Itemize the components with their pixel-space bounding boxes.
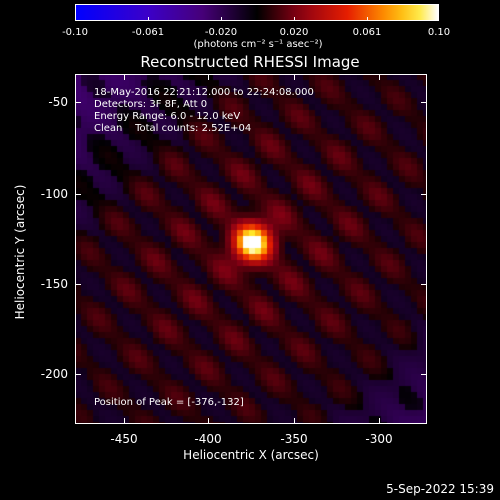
y-tick — [75, 284, 81, 285]
y-tick-label: -100 — [40, 187, 68, 201]
plot-title: Reconstructed RHESSI Image — [140, 53, 360, 71]
x-tick — [379, 418, 380, 424]
x-tick-label: -300 — [365, 432, 393, 446]
y-tick-label: -150 — [40, 277, 68, 291]
y-tick-right — [421, 102, 427, 103]
y-tick — [75, 102, 81, 103]
x-tick-top — [294, 74, 295, 80]
colorbar-tick-label: 0.061 — [352, 27, 382, 38]
x-tick-label: -400 — [194, 432, 222, 446]
x-tick-top — [379, 74, 380, 80]
info-clean-counts: Clean Total counts: 2.52E+04 — [94, 123, 252, 134]
rhessi-image — [75, 74, 427, 424]
y-tick — [75, 374, 81, 375]
x-tick-label: -450 — [110, 432, 138, 446]
y-tick-right — [421, 374, 427, 375]
info-time-range: 18-May-2016 22:21:12.000 to 22:24:08.000 — [94, 87, 314, 98]
colorbar-tick — [148, 17, 149, 21]
y-tick-label: -200 — [40, 367, 68, 381]
colorbar — [75, 4, 439, 21]
y-tick-label: -50 — [48, 95, 68, 109]
x-tick-top — [124, 74, 125, 80]
colorbar-tick-label: -0.10 — [62, 27, 88, 38]
x-tick — [124, 418, 125, 424]
y-tick-right — [421, 284, 427, 285]
colorbar-tick-label: -0.061 — [131, 27, 165, 38]
colorbar-tick-label: -0.020 — [204, 27, 238, 38]
x-tick-top — [208, 74, 209, 80]
rhessi-image-canvas — [75, 74, 427, 424]
x-tick — [294, 418, 295, 424]
timestamp: 5-Sep-2022 15:39 — [386, 482, 494, 496]
x-axis-label: Heliocentric X (arcsec) — [183, 448, 319, 462]
x-tick-label: -350 — [280, 432, 308, 446]
colorbar-tick-label: 0.10 — [427, 27, 451, 38]
y-axis-label: Heliocentric Y (arcsec) — [13, 184, 27, 320]
y-tick-right — [421, 194, 427, 195]
colorbar-tick — [367, 17, 368, 21]
colorbar-tick-label: 0.020 — [279, 27, 309, 38]
colorbar-tick — [221, 17, 222, 21]
colorbar-tick — [438, 17, 439, 21]
colorbar-units: (photons cm⁻² s⁻¹ asec⁻²) — [193, 39, 323, 50]
colorbar-tick — [75, 17, 76, 21]
x-tick — [208, 418, 209, 424]
info-energy-range: Energy Range: 6.0 - 12.0 keV — [94, 111, 241, 122]
info-detectors: Detectors: 3F 8F, Att 0 — [94, 99, 208, 110]
y-tick — [75, 194, 81, 195]
peak-position-text: Position of Peak = [-376,-132] — [94, 397, 244, 408]
colorbar-tick — [294, 17, 295, 21]
